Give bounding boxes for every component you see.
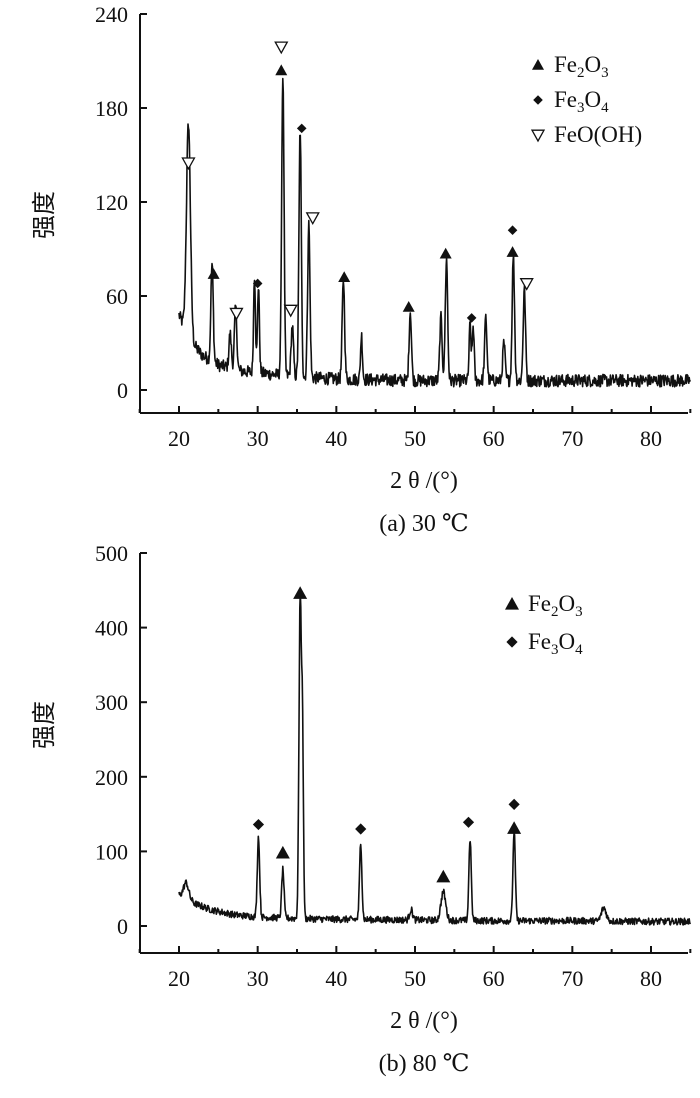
y-axis-title: 强度 (31, 191, 58, 239)
legend-label: Fe3O4 (528, 629, 583, 658)
x-tick-label: 20 (168, 426, 190, 451)
panel-caption: (a) 30 ℃ (379, 511, 468, 537)
legend-marker-filled-triangle (532, 59, 544, 70)
xrd-pattern-line (178, 77, 691, 388)
legend-marker-diamond (506, 636, 518, 648)
y-tick-label: 400 (95, 616, 128, 641)
phase-marker-filled-triangle (439, 247, 452, 259)
panel-b-80c: 0 100 200 300 400 500 20 30 40 50 60 70 80 2 θ /(°) 强度… (31, 541, 692, 1077)
phase-marker-filled-triangle (436, 869, 451, 883)
x-tick-label: 50 (404, 426, 426, 451)
legend-label: Fe2O3 (528, 591, 583, 620)
x-tick-label: 30 (247, 966, 269, 991)
phase-marker-open-triangle-down (283, 304, 298, 318)
phase-marker-diamond (296, 123, 307, 134)
legend-label: Fe3O4 (554, 87, 609, 116)
legend-marker-filled-triangle (505, 597, 519, 610)
x-tick-label: 70 (561, 966, 583, 991)
phase-marker-filled-triangle (275, 64, 288, 76)
y-tick-label: 100 (95, 839, 128, 864)
phase-marker-open-triangle-down (229, 307, 244, 321)
x-tick-label: 60 (483, 426, 505, 451)
legend-label: Fe2O3 (554, 52, 609, 81)
phase-marker-open-triangle-down (519, 278, 534, 291)
x-tick-label: 60 (483, 966, 505, 991)
legend-marker-diamond (533, 95, 543, 105)
x-axis-title: 2 θ /(°) (390, 1008, 458, 1034)
phase-marker-filled-triangle (402, 300, 415, 312)
y-tick-label: 0 (117, 378, 128, 403)
phase-marker-filled-triangle (207, 268, 220, 279)
phase-marker-diamond (507, 225, 518, 235)
phase-marker-filled-triangle (338, 271, 351, 282)
y-axis-title: 强度 (31, 701, 58, 749)
panel-a-30c: 0 60 120 180 240 20 30 40 50 60 70 80 2 θ /(°) 强度 (a) … (31, 2, 692, 537)
phase-marker-diamond (466, 313, 477, 323)
x-axis-title: 2 θ /(°) (390, 468, 458, 494)
xrd-pattern-line (178, 591, 691, 926)
phase-marker-filled-triangle (293, 586, 308, 599)
x-tick-label: 80 (640, 966, 662, 991)
y-tick-label: 240 (95, 2, 128, 27)
phase-marker-filled-triangle (275, 845, 290, 859)
panel-caption: (b) 80 ℃ (379, 1051, 470, 1077)
y-tick-label: 60 (106, 284, 128, 309)
phase-marker-open-triangle-down (274, 41, 289, 55)
x-tick-label: 40 (325, 966, 347, 991)
y-tick-label: 0 (117, 914, 128, 939)
y-tick-label: 200 (95, 765, 128, 790)
y-tick-label: 120 (95, 190, 128, 215)
y-tick-label: 180 (95, 96, 128, 121)
x-tick-label: 30 (247, 426, 269, 451)
x-tick-label: 80 (640, 426, 662, 451)
x-tick-label: 40 (325, 426, 347, 451)
phase-marker-open-triangle-down (305, 212, 320, 226)
phase-marker-diamond (508, 798, 520, 811)
x-tick-label: 50 (404, 966, 426, 991)
x-tick-label: 20 (168, 966, 190, 991)
phase-marker-diamond (252, 278, 263, 289)
phase-marker-filled-triangle (507, 821, 522, 834)
phase-marker-open-triangle-down (181, 157, 196, 171)
phase-marker-diamond (252, 818, 265, 831)
legend-marker-open-triangle-down (530, 129, 546, 143)
legend-label: FeO(OH) (554, 122, 642, 147)
phase-marker-diamond (462, 816, 475, 828)
phase-marker-filled-triangle (506, 246, 519, 257)
y-tick-label: 500 (95, 541, 128, 566)
x-tick-label: 70 (561, 426, 583, 451)
phase-marker-diamond (355, 823, 367, 835)
y-tick-label: 300 (95, 690, 128, 715)
